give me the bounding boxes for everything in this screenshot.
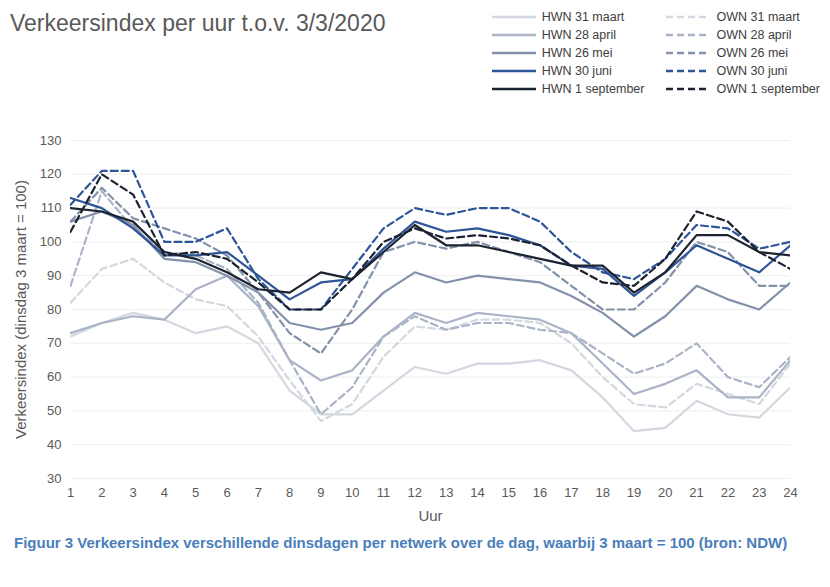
svg-text:50: 50 xyxy=(47,403,61,418)
svg-text:2: 2 xyxy=(98,485,105,500)
svg-text:8: 8 xyxy=(286,485,293,500)
html-text:OWN 31 maart: OWN 31 maart xyxy=(716,10,800,24)
html-text:HWN 30 juni: HWN 30 juni xyxy=(541,64,612,78)
svg-text:12: 12 xyxy=(408,485,422,500)
svg-text:7: 7 xyxy=(255,485,262,500)
svg-text:80: 80 xyxy=(47,302,61,317)
svg-text:120: 120 xyxy=(40,166,62,181)
svg-text:21: 21 xyxy=(689,485,703,500)
svg-text:40: 40 xyxy=(47,437,61,452)
svg-text:4: 4 xyxy=(161,485,168,500)
svg-text:9: 9 xyxy=(317,485,324,500)
html-text:OWN 1 september: OWN 1 september xyxy=(716,82,820,96)
svg-text:10: 10 xyxy=(345,485,359,500)
svg-text:Verkeersindex (dinsdag 3 maart: Verkeersindex (dinsdag 3 maart = 100) xyxy=(12,180,29,439)
svg-text:30: 30 xyxy=(47,471,61,486)
svg-text:13: 13 xyxy=(439,485,453,500)
svg-text:14: 14 xyxy=(470,485,484,500)
html-text:OWN 30 juni: OWN 30 juni xyxy=(716,64,788,78)
svg-text:16: 16 xyxy=(533,485,547,500)
svg-text:18: 18 xyxy=(595,485,609,500)
svg-text:60: 60 xyxy=(47,369,61,384)
html-text:OWN 26 mei: OWN 26 mei xyxy=(716,46,788,60)
svg-text:5: 5 xyxy=(192,485,199,500)
html-text:Figuur 3 Verkeersindex verschi: Figuur 3 Verkeersindex verschillende din… xyxy=(14,534,788,551)
svg-text:17: 17 xyxy=(564,485,578,500)
svg-text:Uur: Uur xyxy=(418,507,442,524)
svg-text:19: 19 xyxy=(627,485,641,500)
svg-text:23: 23 xyxy=(752,485,766,500)
svg-text:70: 70 xyxy=(47,335,61,350)
svg-text:20: 20 xyxy=(658,485,672,500)
html-text:HWN 28 april: HWN 28 april xyxy=(541,28,616,42)
svg-text:130: 130 xyxy=(40,133,62,148)
svg-text:90: 90 xyxy=(47,268,61,283)
html-text:Verkeersindex per uur t.o.v. 3: Verkeersindex per uur t.o.v. 3/3/2020 xyxy=(10,10,386,36)
svg-text:11: 11 xyxy=(377,485,391,500)
svg-text:110: 110 xyxy=(41,200,62,215)
svg-text:15: 15 xyxy=(502,485,516,500)
html-text:OWN 28 april: OWN 28 april xyxy=(716,28,792,42)
svg-text:100: 100 xyxy=(40,234,62,249)
html-text:HWN 26 mei: HWN 26 mei xyxy=(541,46,613,60)
svg-text:22: 22 xyxy=(721,485,735,500)
html-text:HWN 1 september: HWN 1 september xyxy=(541,82,645,96)
svg-text:6: 6 xyxy=(223,485,230,500)
svg-text:1: 1 xyxy=(67,485,74,500)
svg-text:3: 3 xyxy=(129,485,136,500)
html-text:HWN 31 maart: HWN 31 maart xyxy=(541,10,625,24)
svg-text:24: 24 xyxy=(783,485,797,500)
